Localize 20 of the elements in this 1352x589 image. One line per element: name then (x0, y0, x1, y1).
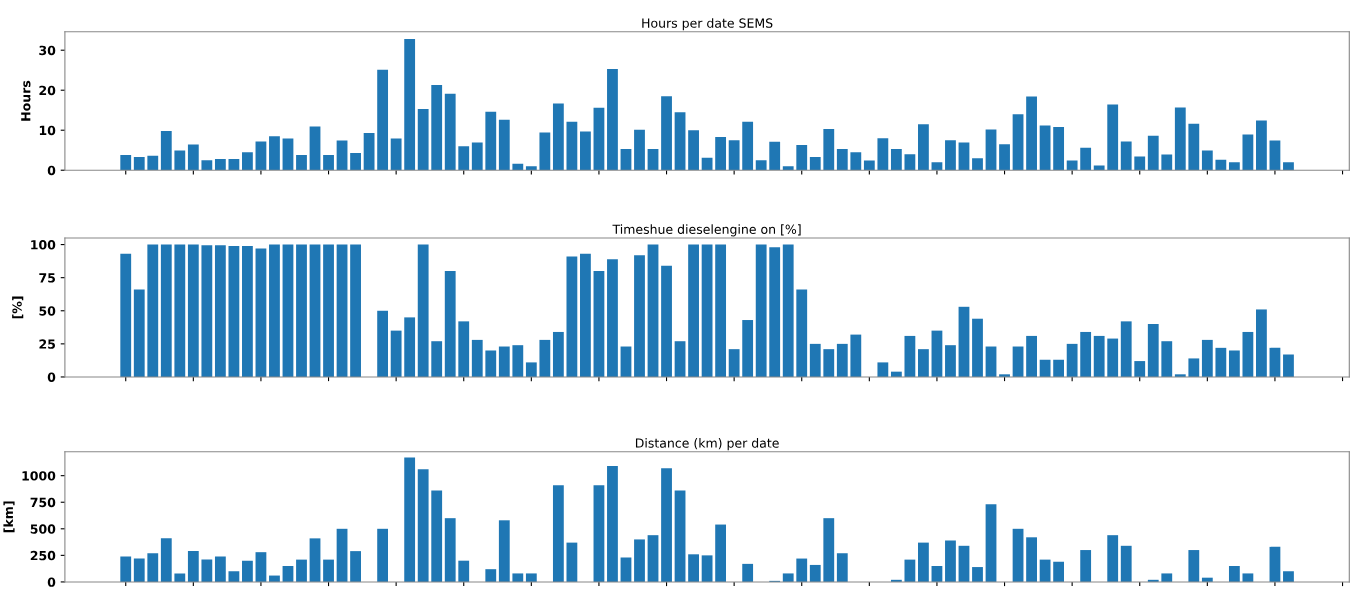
y-tick-label: 25 (39, 339, 55, 349)
y-tick-label: 0 (47, 577, 56, 587)
y-tick-label: 50 (39, 306, 56, 316)
chart-title: Hours per date SEMS (642, 18, 773, 31)
y-axis-title: [km] (3, 501, 15, 533)
y-tick-label: 20 (39, 85, 56, 96)
y-tick-label: 75 (39, 273, 55, 283)
chart-title: Distance (km) per date (635, 438, 779, 451)
y-tick-label: 100 (31, 240, 56, 250)
y-tick-label: 750 (30, 497, 56, 508)
y-tick-label: 0 (47, 372, 56, 382)
y-tick-label: 500 (30, 524, 56, 534)
y-tick-label: 1000 (22, 471, 56, 481)
y-tick-label: 250 (30, 550, 56, 561)
y-tick-label: 0 (47, 165, 56, 176)
y-axis-title: Hours (21, 80, 31, 121)
y-tick-label: 10 (39, 125, 56, 136)
y-axis-title: [%] (12, 296, 24, 319)
y-tick-label: 30 (39, 45, 56, 56)
chart-title: Timeshue dieselengine on [%] (612, 224, 801, 237)
